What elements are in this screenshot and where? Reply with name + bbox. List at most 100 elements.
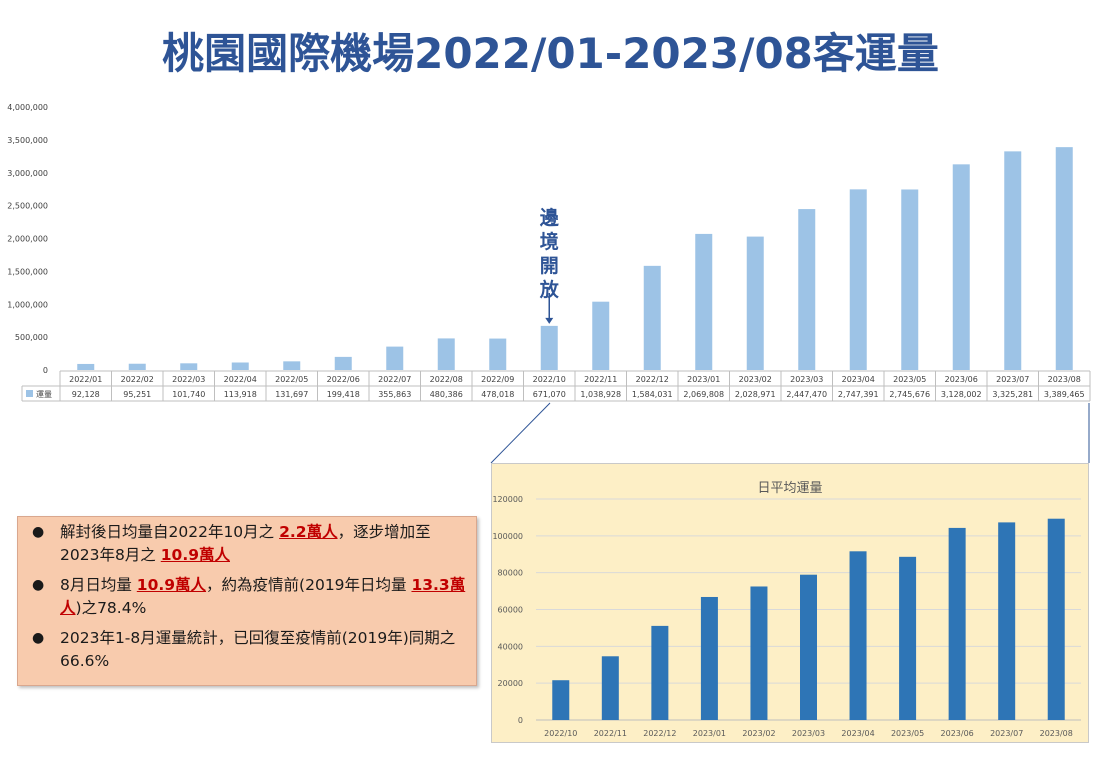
bar-2022/10 <box>540 325 558 370</box>
legend-label: 運量 <box>36 390 52 399</box>
x-tick-label: 2023/08 <box>1048 375 1081 384</box>
annotation-char: 邊 <box>540 206 560 229</box>
highlight-figure: 10.9萬人 <box>160 546 230 564</box>
bar-2022/04 <box>231 362 249 370</box>
bar-2023/01 <box>700 596 718 720</box>
data-label: 3,389,465 <box>1044 390 1085 399</box>
y-tick-label: 20000 <box>498 679 523 688</box>
bullet-icon: ● <box>32 577 45 593</box>
bar-2022/02 <box>128 363 146 370</box>
x-tick-label: 2023/04 <box>841 729 874 738</box>
bar-2022/05 <box>283 361 301 370</box>
summary-notes: ● 解封後日均量自2022年10月之 2.2萬人，逐步增加至 2023年8月之 1… <box>17 516 477 686</box>
bar-2023/01 <box>695 233 713 370</box>
x-tick-label: 2023/06 <box>941 729 974 738</box>
bar-2022/01 <box>77 363 95 370</box>
note-item: ● 8月日均量 10.9萬人，約為疫情前(2019年日均量 13.3萬人)之78.… <box>28 574 466 620</box>
x-tick-label: 2022/02 <box>121 375 154 384</box>
bar-2022/10 <box>552 680 570 720</box>
note-item: ● 解封後日均量自2022年10月之 2.2萬人，逐步增加至 2023年8月之 1… <box>28 521 466 567</box>
bar-2023/03 <box>800 574 817 720</box>
note-text: 解封後日均量自2022年10月之 2.2萬人，逐步增加至 2023年8月之 10… <box>60 521 466 567</box>
bar-2022/12 <box>643 265 661 370</box>
note-item: ● 2023年1-8月運量統計，已回復至疫情前(2019年)同期之66.6% <box>28 627 466 673</box>
x-tick-label: 2022/07 <box>378 375 411 384</box>
bar-2022/11 <box>592 301 610 370</box>
note-fragment: 8月日均量 <box>60 576 137 594</box>
x-tick-label: 2023/01 <box>693 729 726 738</box>
legend-swatch <box>26 390 33 397</box>
note-fragment: 解封後日均量自2022年10月之 <box>60 523 280 541</box>
bar-2022/09 <box>489 338 507 370</box>
x-tick-label: 2022/08 <box>430 375 463 384</box>
x-tick-label: 2022/04 <box>224 375 257 384</box>
page-title: 桃園國際機場2022/01-2023/08客運量 <box>162 29 939 78</box>
data-label: 92,128 <box>72 390 100 399</box>
x-tick-label: 2023/05 <box>891 729 924 738</box>
data-label: 478,018 <box>481 390 514 399</box>
data-label: 131,697 <box>275 390 308 399</box>
highlight-figure: 2.2萬人 <box>279 523 338 541</box>
data-label: 199,418 <box>327 390 360 399</box>
highlight-figure: 10.9萬人 <box>136 576 207 594</box>
bar-2022/12 <box>651 625 669 720</box>
bar-2023/08 <box>1047 518 1065 720</box>
y-tick-label: 4,000,000 <box>7 103 48 112</box>
data-label: 480,386 <box>430 390 463 399</box>
x-tick-label: 2022/03 <box>172 375 205 384</box>
data-label: 2,747,391 <box>838 390 879 399</box>
bullet-icon: ● <box>32 630 45 646</box>
zoom-chart-title: 日平均運量 <box>757 481 822 496</box>
bar-2023/04 <box>849 189 867 370</box>
highlight-figure: 13.3萬人 <box>60 576 466 617</box>
x-tick-label: 2023/01 <box>687 375 720 384</box>
bar-2022/11 <box>601 656 619 720</box>
note-fragment: 2023年1-8月運量統計，已回復至疫情前(2019年)同期之66.6% <box>60 629 456 670</box>
daily-average-chart-panel <box>491 463 1089 743</box>
data-label: 1,038,928 <box>580 390 621 399</box>
annotation-char: 境 <box>540 230 559 253</box>
bar-2023/04 <box>849 551 867 720</box>
bar-2023/06 <box>948 527 966 720</box>
y-tick-label: 2,000,000 <box>7 235 48 244</box>
bar-2022/08 <box>437 338 455 370</box>
note-fragment: ，逐步增加至 2023年8月之 <box>60 523 431 564</box>
y-tick-label: 40000 <box>498 642 523 651</box>
y-tick-label: 3,500,000 <box>7 136 48 145</box>
x-tick-label: 2023/04 <box>842 375 875 384</box>
monthly-passenger-chart: 0 500,000 1,000,000 1,500,000 2,000,000 2,500… <box>7 103 1091 402</box>
x-tick-label: 2022/05 <box>275 375 308 384</box>
daily-average-chart: 日平均運量 0 20000 40000 60000 80000 100000 120000 20… <box>492 481 1081 738</box>
y-tick-label: 3,000,000 <box>7 169 48 178</box>
bar-2023/07 <box>998 522 1016 720</box>
data-label: 101,740 <box>172 390 205 399</box>
y-tick-label: 0 <box>43 366 48 375</box>
bar-2022/07 <box>386 346 404 370</box>
annotation-arrow-head <box>545 317 554 324</box>
y-tick-label: 500,000 <box>15 333 48 342</box>
x-tick-label: 2023/02 <box>742 729 775 738</box>
x-tick-label: 2023/05 <box>893 375 926 384</box>
data-label: 3,128,002 <box>941 390 982 399</box>
y-tick-label: 1,000,000 <box>7 300 48 309</box>
x-tick-label: 2022/01 <box>69 375 102 384</box>
bar-2023/05 <box>901 189 919 370</box>
note-fragment: ，約為疫情前(2019年日均量 <box>206 576 412 594</box>
y-tick-label: 2,500,000 <box>7 202 48 211</box>
bar-2023/07 <box>1004 151 1022 370</box>
annotation-char: 開 <box>540 255 559 277</box>
bar-2023/06 <box>952 164 970 370</box>
x-tick-label: 2022/10 <box>544 729 577 738</box>
data-label: 355,863 <box>378 390 411 399</box>
x-tick-label: 2022/11 <box>594 729 627 738</box>
data-label: 2,069,808 <box>683 390 724 399</box>
x-tick-label: 2022/12 <box>643 729 676 738</box>
bar-2023/02 <box>750 586 768 720</box>
bullet-icon: ● <box>32 524 45 540</box>
y-tick-label: 100000 <box>492 532 523 541</box>
bar-2023/02 <box>746 236 764 370</box>
note-text: 2023年1-8月運量統計，已回復至疫情前(2019年)同期之66.6% <box>60 627 466 673</box>
annotation-char: 放 <box>539 278 560 301</box>
